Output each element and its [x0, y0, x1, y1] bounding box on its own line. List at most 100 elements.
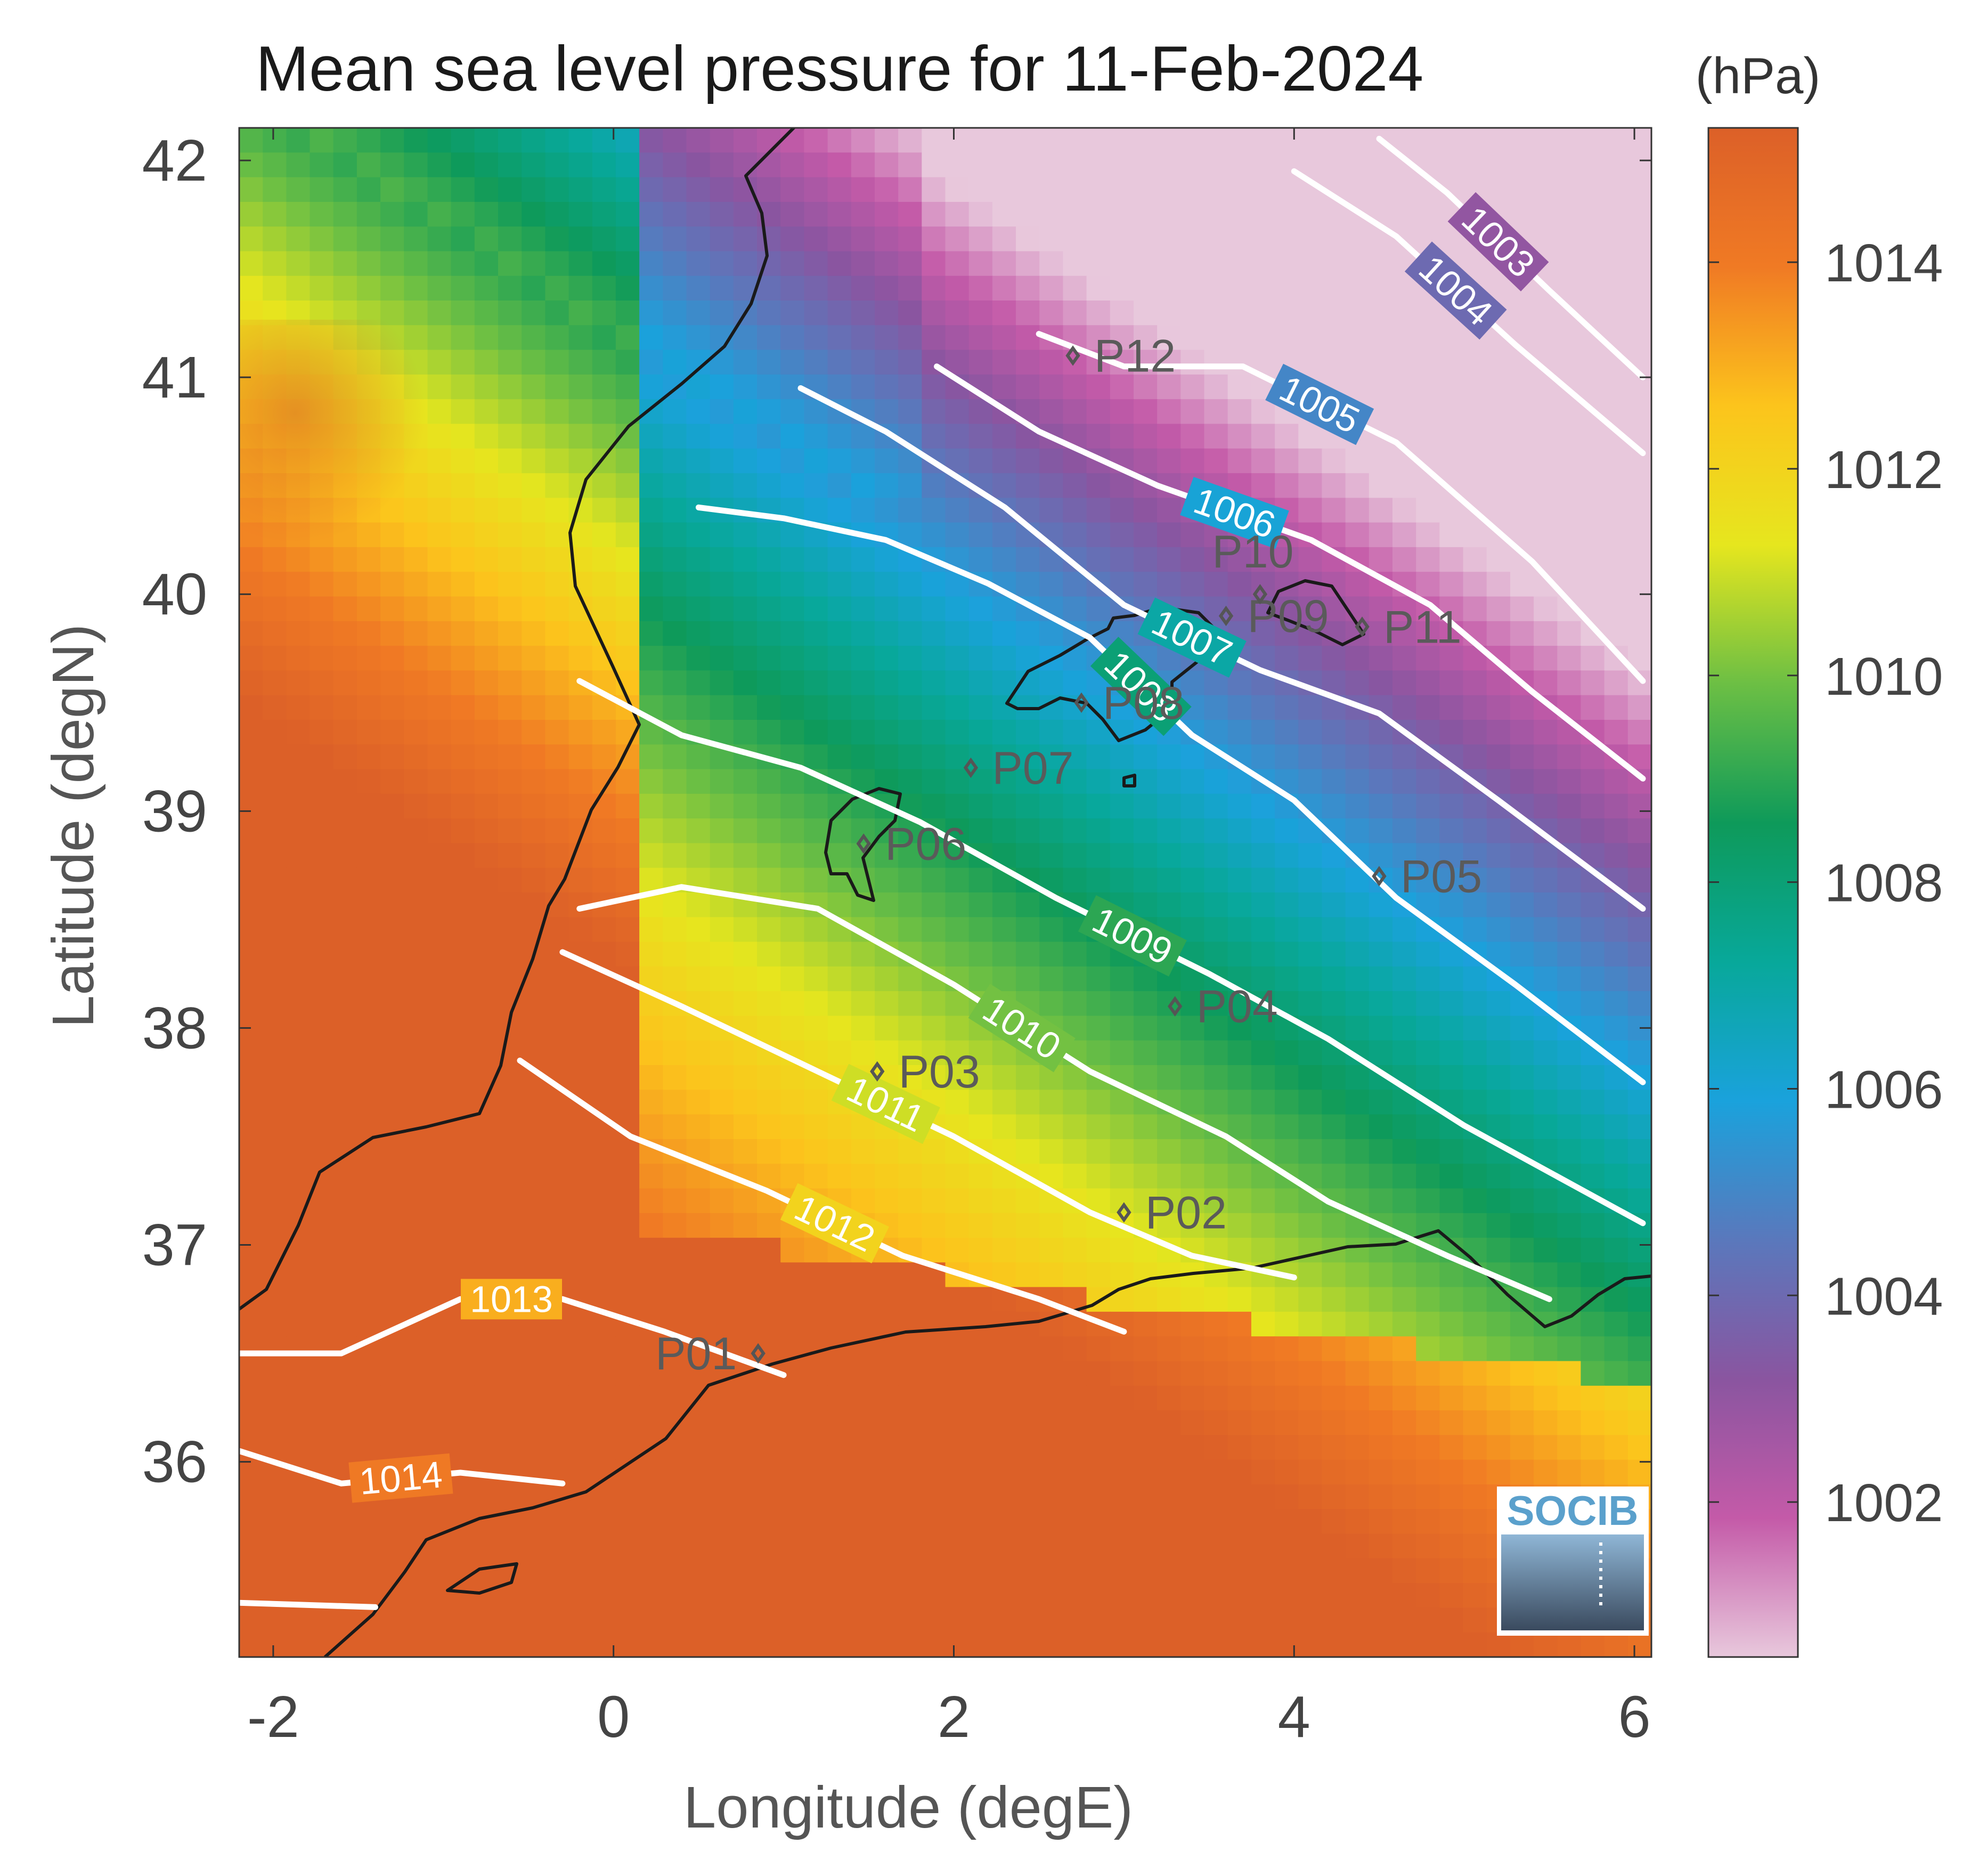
field-cell [780, 793, 805, 819]
field-cell [1157, 1410, 1182, 1436]
field-cell [474, 769, 499, 794]
field-cell [875, 621, 899, 647]
field-cell [522, 1632, 546, 1657]
field-cell [757, 152, 781, 178]
field-cell [1416, 128, 1440, 153]
field-cell [804, 1361, 828, 1386]
field-cell [639, 424, 664, 449]
field-cell [639, 793, 664, 819]
field-cell [592, 251, 616, 277]
field-cell [1557, 350, 1582, 375]
station-label-p11: P11 [1383, 602, 1462, 653]
field-cell [451, 818, 475, 844]
field-cell [1110, 843, 1134, 868]
field-cell [827, 941, 852, 967]
field-cell [1369, 547, 1393, 573]
field-cell [1627, 1336, 1651, 1362]
field-cell [1581, 424, 1605, 449]
field-cell [780, 325, 805, 351]
field-cell [922, 1435, 946, 1460]
field-cell [1581, 226, 1605, 252]
field-cell [1298, 498, 1323, 523]
field-cell [1039, 966, 1064, 992]
isobar-label-bg [1447, 192, 1549, 291]
field-cell [1298, 720, 1323, 745]
field-cell [1322, 769, 1346, 794]
field-cell [757, 1509, 781, 1534]
field-cell [1439, 1583, 1464, 1609]
field-cell [1369, 646, 1393, 671]
field-cell [1581, 177, 1605, 202]
field-cell [1627, 1435, 1651, 1460]
field-cell [1063, 769, 1087, 794]
field-cell [1086, 1459, 1111, 1485]
field-cell [1534, 128, 1558, 153]
field-cell [286, 1311, 311, 1337]
field-cell [968, 1114, 993, 1140]
field-cell [1439, 1188, 1464, 1214]
field-cell [1275, 867, 1299, 893]
field-cell [1416, 1065, 1440, 1091]
field-cell [1016, 1484, 1040, 1510]
field-cell [1534, 646, 1558, 671]
field-cell [992, 547, 1017, 573]
field-cell [263, 1139, 287, 1165]
field-cell [851, 325, 875, 351]
field-cell [757, 991, 781, 1017]
field-cell [1275, 1558, 1299, 1584]
field-cell [1557, 128, 1582, 153]
field-cell [1416, 1410, 1440, 1436]
field-cell [1275, 720, 1299, 745]
field-cell [1086, 498, 1111, 523]
field-cell [286, 917, 311, 943]
field-cell [1251, 1336, 1276, 1362]
field-cell [1604, 572, 1628, 597]
field-cell [427, 917, 452, 943]
field-cell [451, 251, 475, 277]
field-cell [263, 991, 287, 1017]
field-cell [945, 1509, 970, 1534]
field-cell [1039, 917, 1064, 943]
field-cell [1439, 374, 1464, 400]
field-cell [1510, 1188, 1535, 1214]
field-cell [945, 621, 970, 647]
field-cell [733, 843, 758, 868]
field-cell [875, 325, 899, 351]
field-cell [1416, 818, 1440, 844]
field-cell [310, 1287, 334, 1312]
field-cell [663, 695, 687, 720]
field-cell [568, 1459, 593, 1485]
field-cell [851, 1139, 875, 1165]
field-cell [875, 399, 899, 425]
field-cell [1180, 744, 1205, 770]
field-cell [239, 1311, 264, 1337]
field-cell [545, 128, 569, 153]
field-cell [404, 128, 428, 153]
field-cell [1439, 1262, 1464, 1288]
field-cell [945, 1607, 970, 1633]
field-cell [286, 152, 311, 178]
field-cell [1134, 1065, 1158, 1091]
field-cell [1322, 1262, 1346, 1288]
field-cell [356, 1632, 381, 1657]
field-cell [1016, 720, 1040, 745]
field-cell [263, 818, 287, 844]
field-cell [1416, 941, 1440, 967]
field-cell [922, 374, 946, 400]
field-cell [263, 1632, 287, 1657]
field-cell [827, 226, 852, 252]
field-cell [1439, 325, 1464, 351]
field-cell [1604, 1213, 1628, 1239]
isobar-line-1014-5 [239, 1599, 378, 1610]
field-cell [1486, 1311, 1511, 1337]
field-cell [498, 892, 523, 918]
field-cell [1581, 152, 1605, 178]
field-cell [686, 695, 711, 720]
field-cell [757, 966, 781, 992]
field-cell [286, 1287, 311, 1312]
field-cell [592, 1509, 616, 1534]
field-cell [968, 547, 993, 573]
field-cell [404, 867, 428, 893]
field-cell [522, 1139, 546, 1165]
field-cell [686, 1484, 711, 1510]
